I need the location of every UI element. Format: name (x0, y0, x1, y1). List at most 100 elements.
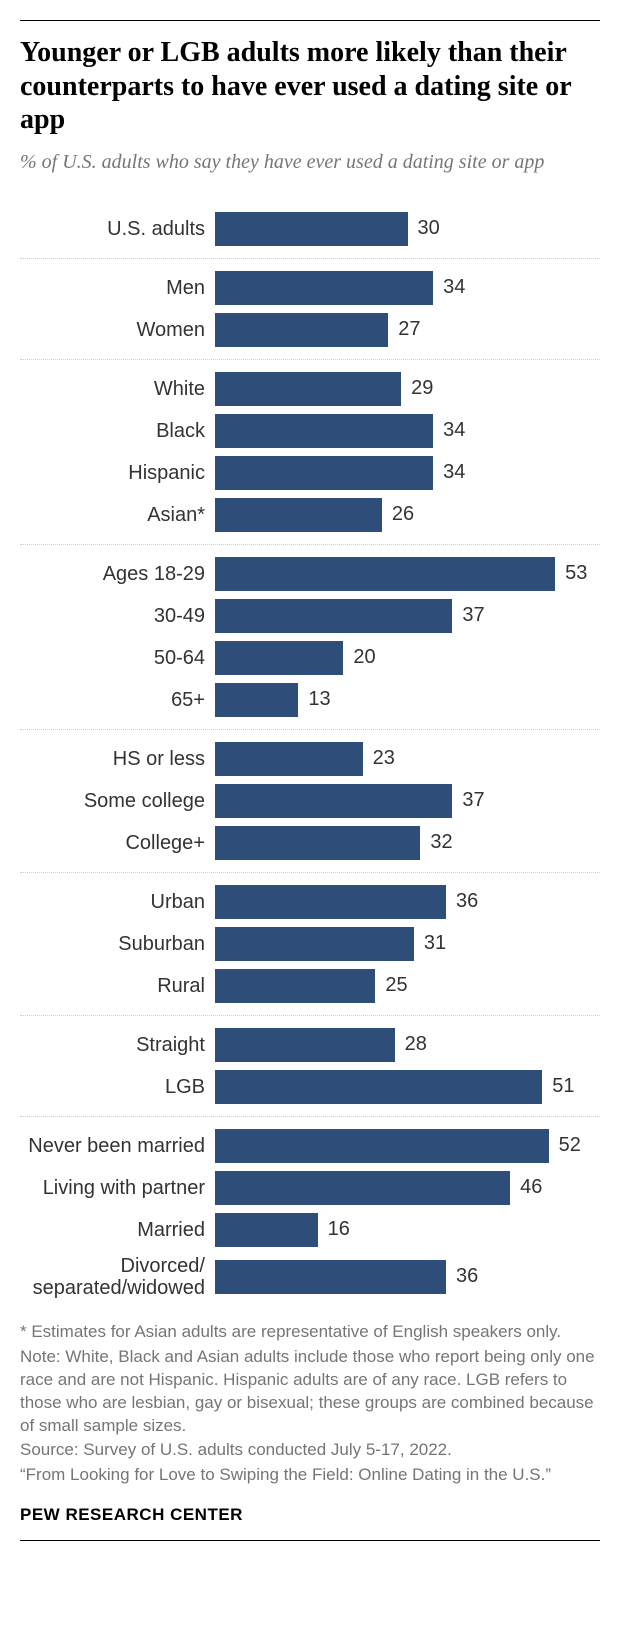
row-value: 16 (328, 1218, 350, 1241)
bar-cell: 30 (215, 212, 600, 246)
chart-group: Straight 28 LGB 51 (20, 1016, 600, 1117)
bar-cell: 25 (215, 969, 600, 1003)
footnotes: * Estimates for Asian adults are represe… (20, 1321, 600, 1488)
row-label: Asian* (20, 504, 215, 526)
chart-group: White29Black34Hispanic34Asian*26 (20, 360, 600, 545)
row-label: White (20, 378, 215, 400)
bar-cell: 37 (215, 784, 600, 818)
row-value: 26 (392, 503, 414, 526)
bar-cell: 52 (215, 1129, 600, 1163)
bar (215, 557, 555, 591)
footnote-line: Source: Survey of U.S. adults conducted … (20, 1439, 600, 1462)
row-label: 65+ (20, 689, 215, 711)
bar-cell: 34 (215, 414, 600, 448)
chart-group: Never been married 52 Living with partner 4… (20, 1117, 600, 1311)
row-value: 53 (565, 562, 587, 585)
row-value: 52 (559, 1134, 581, 1157)
footnote-line: “From Looking for Love to Swiping the Fi… (20, 1464, 600, 1487)
chart-group: HS or less 23 Some college37College+32 (20, 730, 600, 873)
chart-row: Married 16 (20, 1209, 600, 1251)
row-value: 51 (552, 1075, 574, 1098)
row-label: Living with partner (20, 1177, 215, 1199)
bar-cell: 27 (215, 313, 600, 347)
row-label: Suburban (20, 933, 215, 955)
bar-cell: 23 (215, 742, 600, 776)
bar-cell: 53 (215, 557, 600, 591)
bar (215, 641, 343, 675)
bar (215, 1260, 446, 1294)
bar (215, 683, 298, 717)
bar (215, 271, 433, 305)
row-label: 30-49 (20, 605, 215, 627)
chart-row: College+32 (20, 822, 600, 864)
footnote-line: * Estimates for Asian adults are represe… (20, 1321, 600, 1344)
bar-cell: 26 (215, 498, 600, 532)
chart-row: 30-4937 (20, 595, 600, 637)
bar-cell: 28 (215, 1028, 600, 1062)
chart-group: Urban36Suburban31Rural25 (20, 873, 600, 1016)
bar (215, 784, 452, 818)
row-value: 28 (405, 1033, 427, 1056)
bar (215, 414, 433, 448)
bar (215, 313, 388, 347)
bar (215, 1070, 542, 1104)
bar-cell: 13 (215, 683, 600, 717)
bar-cell: 29 (215, 372, 600, 406)
chart-group: Ages 18-295330-493750-642065+13 (20, 545, 600, 730)
bar-cell: 20 (215, 641, 600, 675)
bar-cell: 32 (215, 826, 600, 860)
bar (215, 1028, 395, 1062)
chart-row: Suburban31 (20, 923, 600, 965)
chart-row: LGB 51 (20, 1066, 600, 1108)
chart-row: HS or less 23 (20, 738, 600, 780)
chart-row: Some college37 (20, 780, 600, 822)
row-value: 34 (443, 461, 465, 484)
chart-row: Ages 18-29 53 (20, 553, 600, 595)
chart-row: Straight 28 (20, 1024, 600, 1066)
bar (215, 1129, 549, 1163)
chart-group: U.S. adults30 (20, 200, 600, 259)
row-label: Black (20, 420, 215, 442)
row-value: 25 (385, 974, 407, 997)
bar-cell: 34 (215, 271, 600, 305)
chart-subtitle: % of U.S. adults who say they have ever … (20, 149, 600, 175)
bar (215, 885, 446, 919)
bar (215, 456, 433, 490)
bar-cell: 36 (215, 885, 600, 919)
bar-cell: 31 (215, 927, 600, 961)
bar (215, 599, 452, 633)
row-value: 13 (308, 688, 330, 711)
row-value: 32 (430, 831, 452, 854)
bar (215, 1213, 318, 1247)
footnote-line: Note: White, Black and Asian adults incl… (20, 1346, 600, 1438)
chart-row: Asian* 26 (20, 494, 600, 536)
row-value: 23 (373, 747, 395, 770)
chart-row: Rural25 (20, 965, 600, 1007)
chart-row: Divorced/ separated/widowed36 (20, 1251, 600, 1303)
row-value: 29 (411, 377, 433, 400)
bar-cell: 37 (215, 599, 600, 633)
row-label: Ages 18-29 (20, 563, 215, 585)
row-label: Straight (20, 1034, 215, 1056)
row-label: Women (20, 319, 215, 341)
row-label: Never been married (20, 1135, 215, 1157)
chart-row: Never been married 52 (20, 1125, 600, 1167)
row-value: 46 (520, 1176, 542, 1199)
chart-area: U.S. adults30Men34Women27White29Black34H… (20, 200, 600, 1311)
row-value: 36 (456, 1265, 478, 1288)
row-label: HS or less (20, 748, 215, 770)
chart-row: Black 34 (20, 410, 600, 452)
row-label: LGB (20, 1076, 215, 1098)
bar (215, 742, 363, 776)
bar-cell: 46 (215, 1171, 600, 1205)
row-label: U.S. adults (20, 218, 215, 240)
chart-group: Men34Women27 (20, 259, 600, 360)
bar-cell: 51 (215, 1070, 600, 1104)
chart-row: Urban36 (20, 881, 600, 923)
bar (215, 826, 420, 860)
bar (215, 498, 382, 532)
row-value: 34 (443, 419, 465, 442)
row-label: 50-64 (20, 647, 215, 669)
chart-row: Living with partner 46 (20, 1167, 600, 1209)
row-label: Married (20, 1219, 215, 1241)
